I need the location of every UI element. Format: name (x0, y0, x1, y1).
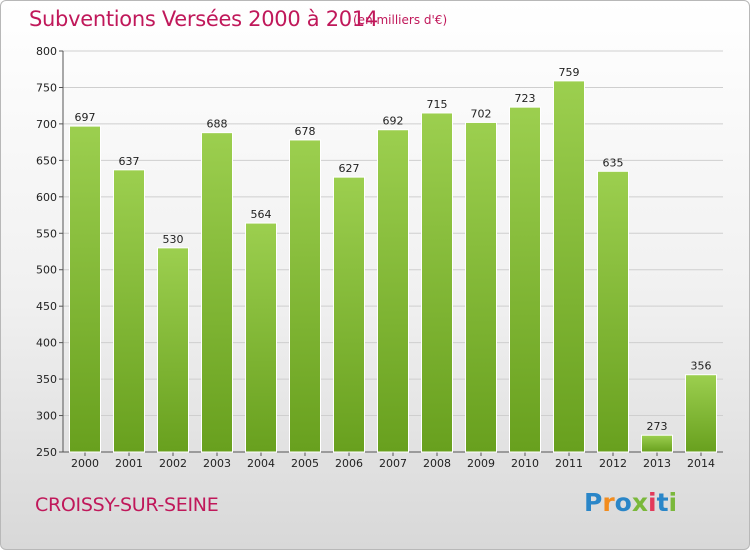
value-label-2010: 723 (515, 92, 536, 105)
x-tick-label-2010: 2010 (511, 457, 539, 470)
value-label-2008: 715 (427, 98, 448, 111)
bars (69, 80, 717, 453)
bar-2005 (289, 139, 321, 453)
value-label-2009: 702 (471, 107, 492, 120)
value-label-2007: 692 (383, 115, 404, 128)
x-tick-label-2008: 2008 (423, 457, 451, 470)
bar-2001 (113, 169, 145, 453)
y-tick-label: 700 (36, 118, 57, 131)
bar-2010 (509, 106, 541, 453)
y-tick-label: 400 (36, 337, 57, 350)
place-name: CROISSY-SUR-SEINE (35, 494, 219, 516)
value-label-2014: 356 (691, 360, 712, 373)
x-tick-label-2014: 2014 (687, 457, 715, 470)
x-tick-label-2013: 2013 (643, 457, 671, 470)
value-label-2012: 635 (603, 156, 624, 169)
y-tick-label: 350 (36, 373, 57, 386)
x-tick-label-2006: 2006 (335, 457, 363, 470)
brand-logo: Proxiti (584, 488, 678, 517)
value-label-2006: 627 (339, 162, 360, 175)
x-tick-label-2011: 2011 (555, 457, 583, 470)
bar-2003 (201, 132, 233, 453)
bar-2013 (641, 434, 673, 453)
value-label-2013: 273 (647, 420, 668, 433)
bar-2011 (553, 80, 585, 453)
value-label-2003: 688 (207, 118, 228, 131)
x-tick-label-2000: 2000 (71, 457, 99, 470)
x-tick-label-2007: 2007 (379, 457, 407, 470)
bar-2014 (685, 374, 717, 453)
chart-unit-note: (en milliers d'€) (353, 13, 448, 27)
x-tick-label-2009: 2009 (467, 457, 495, 470)
x-tick-label-2004: 2004 (247, 457, 275, 470)
x-tick-label-2001: 2001 (115, 457, 143, 470)
bar-2012 (597, 170, 629, 453)
y-tick-label: 450 (36, 300, 57, 313)
bar-2006 (333, 176, 365, 453)
bar-2008 (421, 112, 453, 453)
y-tick-label: 650 (36, 154, 57, 167)
y-tick-label: 800 (36, 45, 57, 58)
y-tick-label: 550 (36, 227, 57, 240)
value-label-2005: 678 (295, 125, 316, 138)
x-tick-label-2003: 2003 (203, 457, 231, 470)
value-label-2000: 697 (75, 111, 96, 124)
labels: 250 300 350 400 450 500 550 600 650 700 750 800 697 2… (36, 45, 715, 470)
x-tick-label-2005: 2005 (291, 457, 319, 470)
x-tick-label-2002: 2002 (159, 457, 187, 470)
y-tick-label: 250 (36, 446, 57, 459)
bar-2007 (377, 129, 409, 453)
bar-2000 (69, 125, 101, 453)
x-tick-label-2012: 2012 (599, 457, 627, 470)
chart-title: Subventions Versées 2000 à 2014 (29, 7, 378, 31)
y-tick-label: 750 (36, 81, 57, 94)
value-label-2002: 530 (163, 233, 184, 246)
y-tick-label: 600 (36, 191, 57, 204)
bar-2004 (245, 222, 277, 453)
value-label-2001: 637 (119, 155, 140, 168)
bar-2002 (157, 247, 189, 453)
y-tick-label: 300 (36, 410, 57, 423)
value-label-2004: 564 (251, 208, 272, 221)
value-label-2011: 759 (559, 66, 580, 79)
bar-2009 (465, 121, 497, 453)
y-tick-label: 500 (36, 264, 57, 277)
